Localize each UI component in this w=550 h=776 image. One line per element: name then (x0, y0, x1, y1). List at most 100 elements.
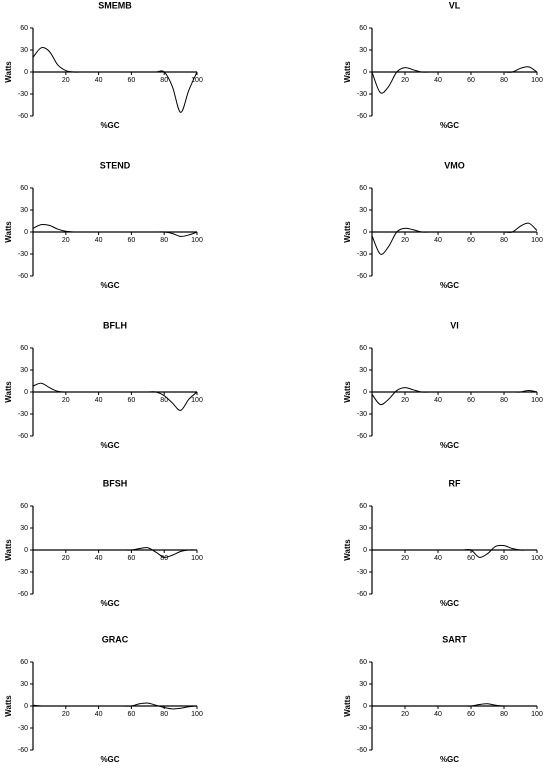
y-tick-label: 60 (359, 659, 367, 666)
panel-title: VI (450, 320, 459, 330)
y-tick-label: 60 (359, 345, 367, 352)
x-tick-label: 60 (128, 555, 136, 562)
panel-title: VL (449, 0, 461, 10)
x-tick-label: 40 (434, 77, 442, 84)
y-axis-label: Watts (4, 221, 13, 243)
y-tick-label: 30 (20, 681, 28, 688)
x-tick-label: 100 (191, 397, 203, 404)
data-line (371, 66, 538, 94)
y-axis-label: Watts (4, 539, 13, 561)
x-tick-label: 40 (95, 237, 103, 244)
x-tick-label: 80 (500, 397, 508, 404)
y-tick-label: 60 (20, 345, 28, 352)
x-tick-label: 40 (95, 397, 103, 404)
x-tick-label: 20 (62, 77, 70, 84)
y-axis-label: Watts (343, 61, 352, 83)
y-tick-label: 60 (359, 25, 367, 32)
x-tick-label: 100 (531, 555, 543, 562)
y-tick-label: -30 (357, 411, 367, 418)
x-axis-label: %GC (100, 755, 119, 764)
x-tick-label: 20 (401, 237, 409, 244)
y-tick-label: -30 (357, 569, 367, 576)
y-tick-label: 30 (359, 207, 367, 214)
x-tick-label: 100 (191, 237, 203, 244)
x-tick-label: 100 (531, 711, 543, 718)
x-tick-label: 60 (467, 77, 475, 84)
y-tick-label: 30 (359, 681, 367, 688)
panel-title: SART (442, 634, 467, 644)
y-tick-label: -30 (18, 411, 28, 418)
y-tick-label: 60 (359, 185, 367, 192)
x-tick-label: 40 (434, 711, 442, 718)
y-tick-label: -30 (18, 251, 28, 258)
x-tick-label: 40 (434, 397, 442, 404)
data-line (32, 223, 198, 237)
data-line (371, 544, 537, 558)
y-tick-label: -60 (357, 273, 367, 280)
y-tick-label: -30 (18, 569, 28, 576)
data-line (32, 47, 198, 113)
data-line (371, 222, 538, 255)
x-tick-label: 80 (500, 555, 508, 562)
panel-title: BFSH (103, 478, 128, 488)
y-tick-label: 60 (20, 25, 28, 32)
y-tick-label: -60 (18, 747, 28, 754)
x-axis-label: %GC (100, 281, 119, 290)
y-tick-label: 0 (363, 229, 367, 236)
x-tick-label: 20 (62, 397, 70, 404)
y-tick-label: -60 (18, 113, 28, 120)
x-tick-label: 60 (467, 237, 475, 244)
y-tick-label: -60 (18, 273, 28, 280)
x-tick-label: 20 (401, 77, 409, 84)
data-line (32, 702, 198, 710)
y-tick-label: 60 (20, 503, 28, 510)
data-line (371, 387, 538, 406)
y-tick-label: 30 (20, 367, 28, 374)
x-tick-label: 20 (62, 555, 70, 562)
y-tick-label: 30 (20, 207, 28, 214)
x-tick-label: 60 (467, 397, 475, 404)
y-tick-label: 0 (24, 69, 28, 76)
x-tick-label: 80 (500, 237, 508, 244)
y-tick-label: -60 (357, 433, 367, 440)
y-tick-label: 30 (20, 47, 28, 54)
y-axis-label: Watts (343, 221, 352, 243)
x-axis-label: %GC (440, 441, 459, 450)
y-tick-label: -30 (18, 91, 28, 98)
y-tick-label: 60 (359, 503, 367, 510)
panel-title: RF (449, 478, 461, 488)
data-line (32, 382, 198, 411)
y-tick-label: 30 (359, 47, 367, 54)
x-tick-label: 100 (191, 711, 203, 718)
y-tick-label: 30 (359, 367, 367, 374)
y-tick-label: -60 (357, 747, 367, 754)
x-tick-label: 80 (500, 711, 508, 718)
y-axis-label: Watts (4, 61, 13, 83)
x-tick-label: 100 (531, 77, 543, 84)
x-tick-label: 80 (160, 397, 168, 404)
y-axis-label: Watts (343, 539, 352, 561)
y-axis-label: Watts (4, 381, 13, 403)
y-tick-label: 0 (363, 69, 367, 76)
x-tick-label: 100 (531, 237, 543, 244)
panel-title: GRAC (102, 634, 129, 644)
x-axis-label: %GC (100, 441, 119, 450)
x-tick-label: 80 (160, 555, 168, 562)
x-tick-label: 20 (62, 711, 70, 718)
y-tick-label: -60 (357, 591, 367, 598)
y-tick-label: -30 (18, 725, 28, 732)
x-tick-label: 40 (434, 555, 442, 562)
x-tick-label: 60 (128, 397, 136, 404)
x-tick-label: 60 (128, 711, 136, 718)
y-tick-label: -30 (357, 91, 367, 98)
x-tick-label: 60 (128, 77, 136, 84)
x-tick-label: 80 (500, 77, 508, 84)
x-tick-label: 40 (434, 237, 442, 244)
y-tick-label: 0 (24, 389, 28, 396)
x-tick-label: 80 (160, 77, 168, 84)
y-tick-label: -30 (357, 251, 367, 258)
y-tick-label: -60 (18, 591, 28, 598)
x-tick-label: 100 (191, 77, 203, 84)
